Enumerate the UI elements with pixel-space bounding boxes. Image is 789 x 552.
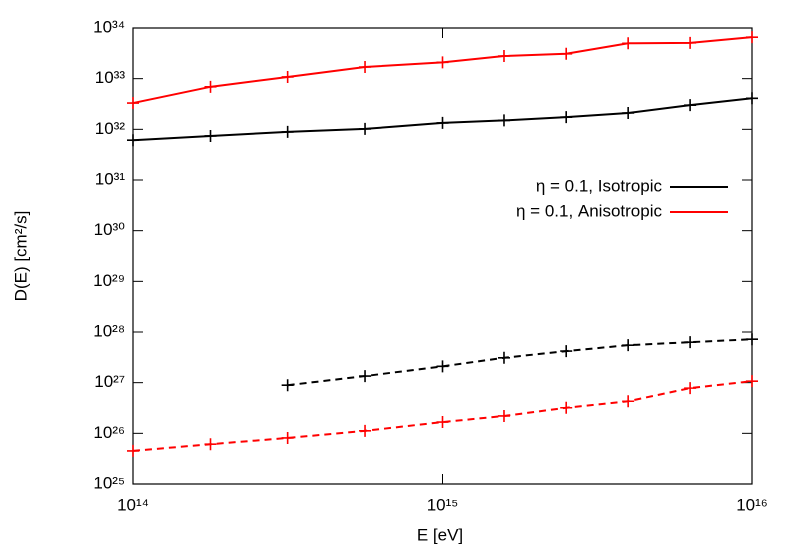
point-marker	[127, 97, 139, 110]
y-tick-label: 10³³	[95, 68, 126, 87]
point-marker	[359, 370, 372, 383]
y-axis-label: D(E) [cm²/s]	[11, 211, 30, 302]
point-marker	[746, 92, 758, 105]
point-marker	[436, 116, 449, 129]
point-marker	[746, 31, 758, 44]
y-tick-label: 10²⁵	[93, 473, 125, 492]
y-tick-label: 10²⁷	[94, 372, 125, 391]
y-tick-label: 10²⁹	[93, 271, 125, 290]
point-marker	[281, 431, 294, 444]
point-marker	[497, 351, 510, 364]
point-marker	[560, 345, 573, 358]
x-tick-label: 10¹⁶	[736, 495, 768, 514]
x-tick-label: 10¹⁵	[427, 495, 459, 514]
y-tick-label: 10³⁰	[94, 220, 126, 239]
point-marker	[622, 37, 635, 50]
point-marker	[684, 336, 697, 349]
point-marker	[359, 60, 372, 73]
point-marker	[497, 409, 510, 422]
point-marker	[746, 333, 758, 346]
y-tick-label: 10²⁶	[93, 423, 125, 442]
point-marker	[281, 70, 294, 83]
point-marker	[497, 114, 510, 127]
series-line	[287, 338, 753, 387]
point-marker	[204, 438, 217, 451]
point-marker	[436, 56, 449, 69]
y-tick-label: 10²⁸	[93, 321, 125, 340]
point-marker	[622, 395, 635, 408]
y-tick-label: 10³¹	[95, 169, 126, 188]
point-marker	[436, 416, 449, 429]
point-marker	[622, 107, 635, 120]
point-marker	[281, 125, 294, 138]
x-axis-label: E [eV]	[417, 525, 463, 544]
point-marker	[560, 401, 573, 414]
point-marker	[622, 339, 635, 352]
point-marker	[204, 129, 217, 142]
point-marker	[359, 424, 372, 437]
plot-frame	[132, 27, 753, 485]
series-line	[132, 36, 753, 105]
point-marker	[127, 444, 139, 457]
point-marker	[746, 375, 758, 388]
point-marker	[204, 80, 217, 93]
point-marker	[684, 99, 697, 112]
point-marker	[359, 122, 372, 135]
y-tick-label: 10³²	[95, 119, 126, 138]
legend-label: η = 0.1, Anisotropic	[516, 201, 663, 220]
series-line	[132, 97, 753, 142]
x-tick-label: 10¹⁴	[117, 495, 149, 514]
point-marker	[684, 382, 697, 395]
y-tick-label: 10³⁴	[93, 17, 125, 36]
series-line	[132, 380, 753, 452]
point-marker	[436, 360, 449, 373]
point-marker	[684, 36, 697, 49]
point-marker	[127, 134, 139, 147]
point-marker	[497, 50, 510, 63]
point-marker	[560, 47, 573, 60]
point-marker	[281, 379, 294, 392]
point-marker	[560, 111, 573, 124]
legend-label: η = 0.1, Isotropic	[536, 176, 663, 195]
